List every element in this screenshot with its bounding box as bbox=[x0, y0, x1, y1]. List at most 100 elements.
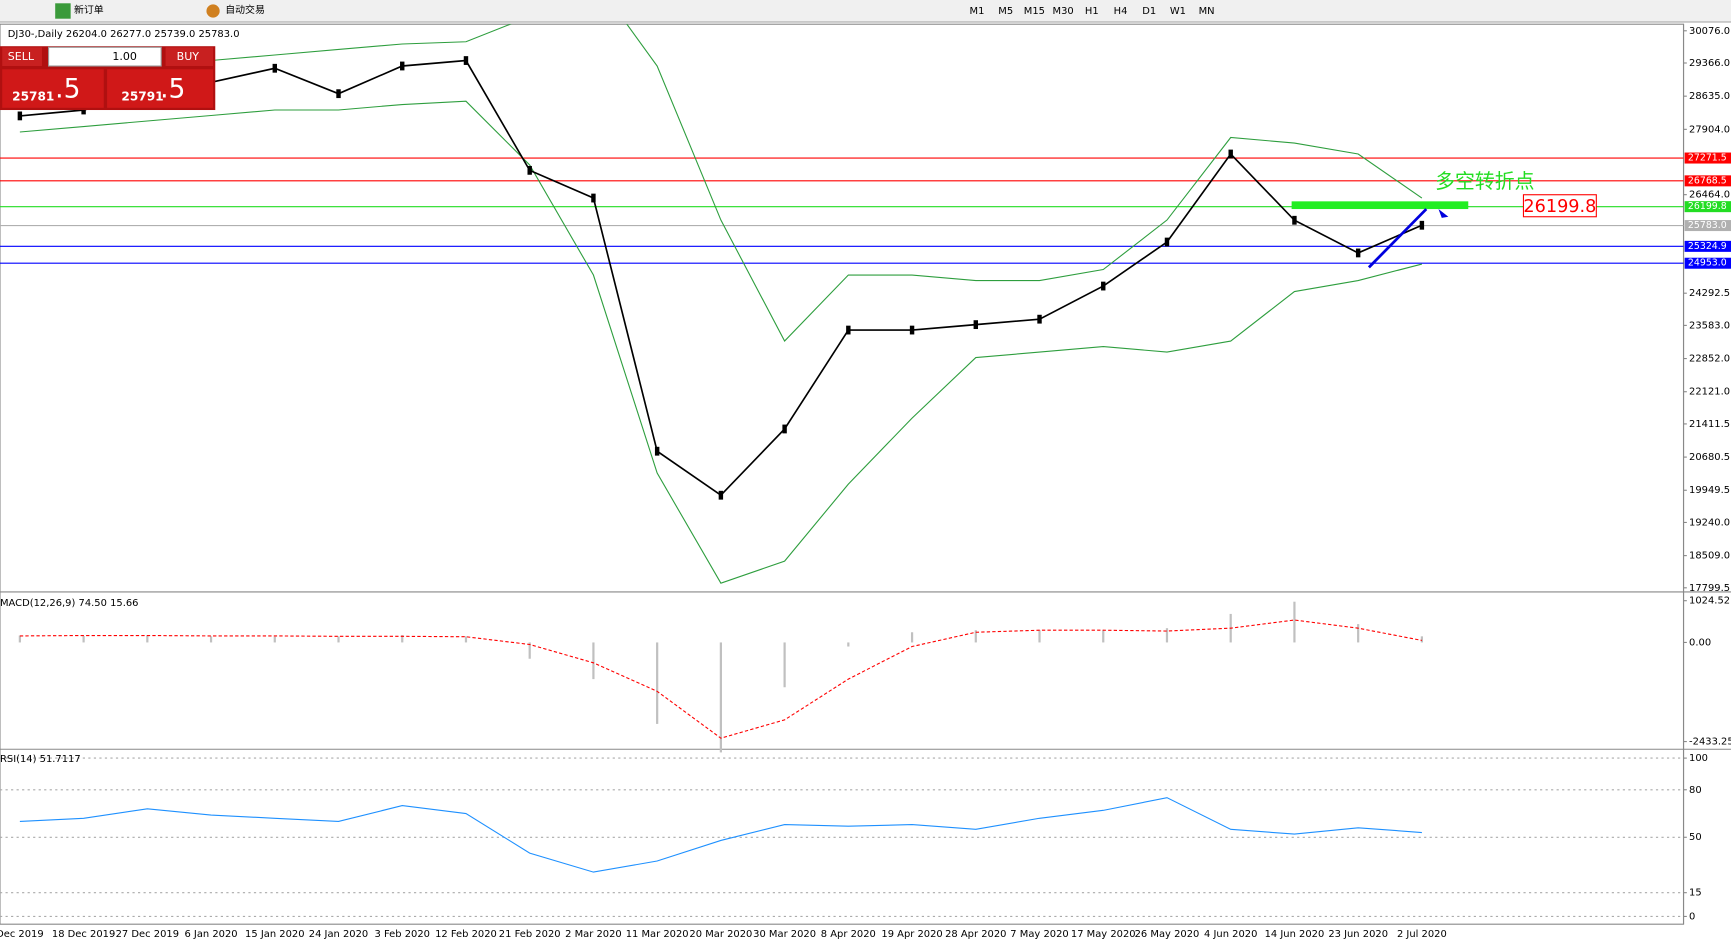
candle bbox=[1164, 237, 1170, 247]
x-tick-label: 27 Dec 2019 bbox=[116, 929, 179, 940]
level-tag bbox=[1684, 257, 1731, 269]
x-tick-label: 28 Apr 2020 bbox=[945, 929, 1006, 940]
timeframe-button[interactable]: D1 bbox=[1142, 6, 1156, 17]
y-tick-label: 19949.5 bbox=[1689, 485, 1730, 496]
timeframe-button[interactable]: M1 bbox=[970, 6, 985, 17]
bid-pips: .5 bbox=[55, 74, 80, 105]
level-label: 26768.5 bbox=[1688, 175, 1727, 186]
candle bbox=[654, 446, 660, 456]
level-tag bbox=[1684, 152, 1731, 164]
price-box-label: 26199.8 bbox=[1523, 197, 1596, 217]
candle bbox=[400, 61, 405, 71]
x-tick-label: 15 Jan 2020 bbox=[245, 929, 304, 940]
x-tick-label: 21 Feb 2020 bbox=[499, 929, 561, 940]
level-tag bbox=[1684, 175, 1731, 187]
candle bbox=[1355, 248, 1361, 258]
candle bbox=[1419, 220, 1425, 230]
level-label: 24953.0 bbox=[1688, 258, 1727, 269]
timeframe-button[interactable]: M15 bbox=[1024, 6, 1045, 17]
x-tick-label: 8 Apr 2020 bbox=[821, 929, 876, 940]
macd-bar bbox=[146, 635, 149, 643]
candle bbox=[1292, 215, 1297, 225]
macd-bar bbox=[337, 636, 340, 643]
x-tick-label: 12 Feb 2020 bbox=[435, 929, 497, 940]
x-tick-label: 17 May 2020 bbox=[1071, 929, 1136, 940]
ask-price: 25791 bbox=[121, 89, 163, 103]
timeframe-button[interactable]: M30 bbox=[1053, 6, 1074, 17]
x-tick-label: 19 Apr 2020 bbox=[881, 929, 942, 940]
sell-button[interactable] bbox=[2, 47, 42, 67]
chart-area bbox=[0, 23, 1685, 925]
candle bbox=[336, 89, 341, 99]
annotation: 多空转折点 bbox=[1435, 170, 1534, 193]
rsi-header: RSI(14) 51.7117 bbox=[0, 754, 81, 765]
values-line bbox=[19, 797, 1422, 873]
candle bbox=[1101, 281, 1106, 291]
trade-panel: SELL 1.00 BUY 25781 .5 25791 .5 bbox=[0, 46, 216, 111]
level-label: 27271.5 bbox=[1688, 153, 1727, 164]
y-tick-label: 24292.5 bbox=[1689, 288, 1730, 299]
ask-box[interactable] bbox=[107, 69, 214, 108]
x-tick-label: 11 Mar 2020 bbox=[626, 929, 689, 940]
candle bbox=[272, 63, 277, 73]
candle bbox=[1228, 149, 1233, 159]
y-tick-label: 17799.5 bbox=[1689, 583, 1730, 594]
timeframe-button[interactable]: MN bbox=[1199, 6, 1215, 17]
x-tick-label: 2 Mar 2020 bbox=[565, 929, 622, 940]
buy-label: BUY bbox=[177, 50, 200, 63]
candle bbox=[527, 165, 532, 175]
macd-bar bbox=[1102, 630, 1105, 643]
x-tick-label: 18 Dec 2019 bbox=[52, 929, 115, 940]
level-label: 25324.9 bbox=[1688, 241, 1727, 252]
auto-trading-icon[interactable] bbox=[206, 4, 220, 18]
macd-bar bbox=[1165, 628, 1169, 643]
volume-input[interactable] bbox=[48, 46, 162, 67]
timeframe-button[interactable]: M5 bbox=[998, 6, 1013, 17]
timeframe-button[interactable]: H1 bbox=[1085, 6, 1099, 17]
y-tick-label: 26464.0 bbox=[1689, 190, 1730, 201]
timeframe-button[interactable]: W1 bbox=[1170, 6, 1186, 17]
new-order-button[interactable]: 新订单 bbox=[74, 3, 104, 16]
macd-bar bbox=[209, 636, 213, 643]
macd-bar bbox=[1038, 630, 1041, 643]
ask-pips: .5 bbox=[160, 74, 185, 105]
level-label: 25783.0 bbox=[1688, 220, 1727, 231]
volume-value: 1.00 bbox=[112, 50, 137, 63]
candle bbox=[846, 325, 851, 335]
y-tick-label: 50 bbox=[1689, 832, 1702, 843]
candle bbox=[782, 424, 787, 434]
x-tick-label: 14 Jun 2020 bbox=[1265, 929, 1325, 940]
y-tick-label: 0.00 bbox=[1689, 637, 1711, 648]
macd-bar bbox=[401, 635, 404, 643]
macd-bar bbox=[910, 632, 914, 643]
level-tag bbox=[1684, 240, 1731, 252]
macd-bar bbox=[974, 630, 977, 643]
timeframe-button[interactable]: H4 bbox=[1114, 6, 1128, 17]
y-tick-label: 15 bbox=[1689, 888, 1702, 899]
buy-button[interactable] bbox=[165, 47, 214, 67]
macd-bar bbox=[592, 642, 595, 680]
y-tick-label: -2433.25 bbox=[1689, 737, 1731, 748]
y-tick-label: 22121.0 bbox=[1689, 387, 1730, 398]
new-order-icon[interactable] bbox=[55, 3, 71, 19]
y-tick-label: 27904.0 bbox=[1689, 124, 1730, 135]
chart-header: DJ30-,Daily 26204.0 26277.0 25739.0 2578… bbox=[8, 29, 240, 40]
candle bbox=[973, 320, 979, 330]
x-tick-label: 26 May 2020 bbox=[1135, 929, 1200, 940]
y-tick-label: 19240.0 bbox=[1689, 517, 1730, 528]
arrow-head bbox=[1438, 209, 1449, 218]
candle bbox=[1037, 314, 1042, 324]
timeframe-bar: M1 M5 M15 M30 H1 H4 D1 W1 MN bbox=[970, 6, 1215, 17]
level-label: 26199.8 bbox=[1688, 201, 1727, 212]
macd-bar bbox=[18, 635, 21, 643]
candle bbox=[591, 193, 596, 203]
auto-trading-button[interactable]: 自动交易 bbox=[225, 3, 265, 16]
bid-box[interactable] bbox=[2, 69, 104, 108]
x-tick-label: Dec 2019 bbox=[0, 929, 44, 940]
x-tick-label: 24 Jan 2020 bbox=[309, 929, 368, 940]
y-tick-label: 29366.0 bbox=[1689, 58, 1730, 69]
y-tick-label: 21411.5 bbox=[1689, 419, 1730, 430]
macd-header: MACD(12,26,9) 74.50 15.66 bbox=[0, 598, 138, 609]
candle bbox=[463, 56, 469, 65]
